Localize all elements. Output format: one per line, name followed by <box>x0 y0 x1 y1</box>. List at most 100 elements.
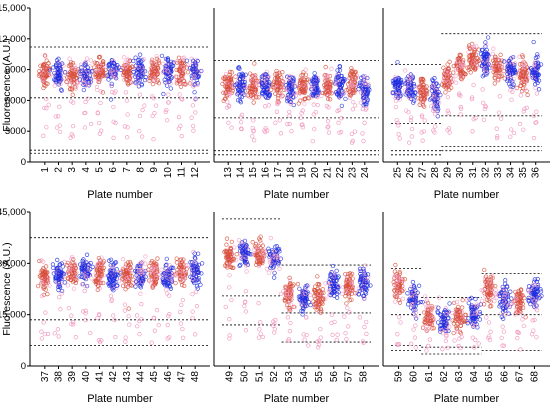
x-tick-label: 33 <box>493 167 504 179</box>
data-point <box>72 287 76 291</box>
outlier-point <box>425 349 429 353</box>
data-point <box>155 54 159 58</box>
outlier-point <box>140 135 144 139</box>
data-column-15 <box>246 62 262 143</box>
data-point <box>235 252 239 256</box>
x-tick-label: 15 <box>248 167 259 179</box>
x-tick-label: 8 <box>136 167 147 173</box>
x-tick-label: 46 <box>163 371 174 383</box>
outlier-point <box>151 114 155 118</box>
outlier-point <box>99 129 103 133</box>
data-point <box>253 62 257 66</box>
x-tick-label: 35 <box>518 167 529 179</box>
outlier-point <box>497 111 501 115</box>
outlier-point <box>288 329 292 333</box>
data-point <box>177 56 181 60</box>
data-point <box>401 297 405 301</box>
data-column-28 <box>428 76 442 134</box>
outlier-point <box>343 315 347 319</box>
outlier-point <box>230 298 234 302</box>
data-column-43 <box>119 257 135 343</box>
outlier-point <box>137 129 141 133</box>
outlier-point <box>509 128 513 132</box>
outlier-point <box>114 335 118 339</box>
outlier-point <box>127 323 131 327</box>
data-point <box>278 267 282 271</box>
data-point <box>366 273 370 277</box>
outlier-point <box>273 327 277 331</box>
x-tick-label: 58 <box>359 371 370 383</box>
data-point <box>160 268 164 272</box>
data-point <box>124 287 128 291</box>
outlier-point <box>97 121 101 125</box>
x-tick-label: 42 <box>108 371 119 383</box>
data-column-36 <box>529 40 543 140</box>
x-tick-label: 12 <box>190 167 201 179</box>
data-point <box>225 237 229 241</box>
data-point <box>499 53 503 57</box>
x-axis-title: Plate number <box>264 393 330 405</box>
data-point <box>269 236 273 240</box>
data-point <box>396 60 400 64</box>
data-column-1 <box>37 54 52 138</box>
x-tick-label: 23 <box>347 167 358 179</box>
x-tick-label: 38 <box>54 371 65 383</box>
data-column-61 <box>421 295 438 353</box>
outlier-point <box>125 99 129 103</box>
outlier-point <box>345 337 349 341</box>
outlier-point <box>286 316 290 320</box>
outlier-point <box>348 311 352 315</box>
data-point <box>303 102 307 106</box>
data-point <box>144 255 148 259</box>
data-point <box>46 292 50 296</box>
data-column-17 <box>269 69 286 135</box>
data-column-32 <box>479 36 491 122</box>
data-point <box>36 284 40 288</box>
data-column-22 <box>333 64 347 134</box>
data-point <box>175 257 179 261</box>
outlier-point <box>263 105 267 109</box>
outlier-point <box>304 316 308 320</box>
outlier-point <box>312 127 316 131</box>
outlier-point <box>448 131 452 135</box>
data-point <box>351 277 355 281</box>
data-point <box>127 307 131 311</box>
outlier-point <box>244 289 248 293</box>
outlier-point <box>166 323 170 327</box>
outlier-point <box>40 337 44 341</box>
outlier-point <box>84 100 88 104</box>
outlier-point <box>353 104 357 108</box>
data-point <box>138 53 142 57</box>
data-column-21 <box>321 65 334 134</box>
outlier-point <box>181 327 185 331</box>
x-tick-label: 29 <box>443 167 454 179</box>
data-column-63 <box>451 298 469 349</box>
data-column-62 <box>436 296 452 351</box>
outlier-point <box>532 136 536 140</box>
data-point <box>53 84 57 88</box>
x-tick-label: 57 <box>344 371 355 383</box>
outlier-point <box>351 107 355 111</box>
data-point <box>101 91 105 95</box>
outlier-point <box>190 116 194 120</box>
data-point <box>299 99 303 103</box>
outlier-point <box>362 139 366 143</box>
data-column-46 <box>160 257 175 340</box>
outlier-point <box>275 110 279 114</box>
outlier-point <box>433 125 437 129</box>
outlier-point <box>135 314 139 318</box>
data-point <box>267 247 271 251</box>
data-point <box>304 68 308 72</box>
data-point <box>324 65 328 69</box>
outlier-point <box>124 91 128 95</box>
x-tick-label: 36 <box>531 167 542 179</box>
outlier-point <box>180 134 184 138</box>
data-column-38 <box>51 258 66 338</box>
x-tick-label: 26 <box>405 167 416 179</box>
outlier-point <box>512 131 516 135</box>
data-point <box>394 263 398 267</box>
outlier-point <box>88 331 92 335</box>
data-point <box>336 69 340 73</box>
data-point <box>406 302 410 306</box>
x-axis-title: Plate number <box>434 189 500 201</box>
